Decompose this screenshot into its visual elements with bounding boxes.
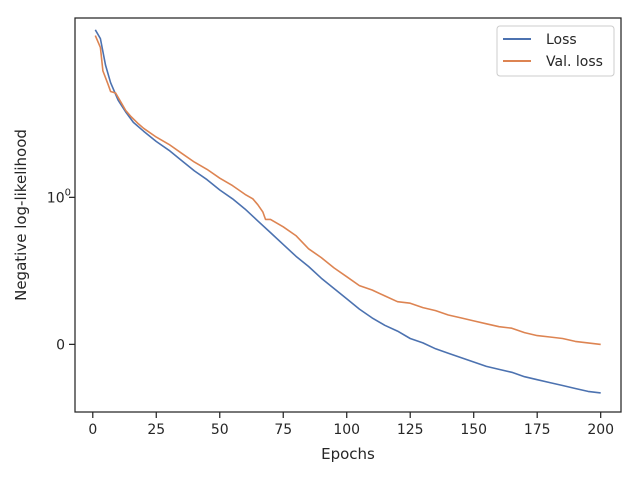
x-tick-label: 0	[88, 422, 97, 438]
legend-label-val-loss: Val. loss	[546, 54, 603, 70]
y-tick-label: 0	[56, 337, 65, 353]
x-axis: 0 25 50 75 100 125 150 175 200	[88, 412, 614, 438]
y-axis: 0 100	[47, 187, 75, 353]
plot-background	[75, 18, 621, 412]
plot-frame	[74, 17, 622, 413]
series-line-val-loss	[94, 35, 601, 346]
x-axis-label: Epochs	[321, 445, 375, 463]
y-tick-label: 100	[47, 187, 71, 206]
x-tick-label: 75	[274, 422, 292, 438]
x-tick-label: 125	[397, 422, 424, 438]
legend: Loss Val. loss	[496, 25, 615, 77]
legend-label-loss: Loss	[546, 32, 577, 48]
x-tick-label: 50	[211, 422, 229, 438]
y-axis-label: Negative log-likelihood	[12, 129, 30, 301]
series-layer	[94, 29, 601, 394]
series-line-loss	[94, 29, 601, 394]
x-tick-label: 175	[524, 422, 551, 438]
x-tick-label: 100	[333, 422, 360, 438]
x-tick-label: 25	[147, 422, 165, 438]
x-tick-label: 150	[460, 422, 487, 438]
x-tick-label: 200	[587, 422, 614, 438]
